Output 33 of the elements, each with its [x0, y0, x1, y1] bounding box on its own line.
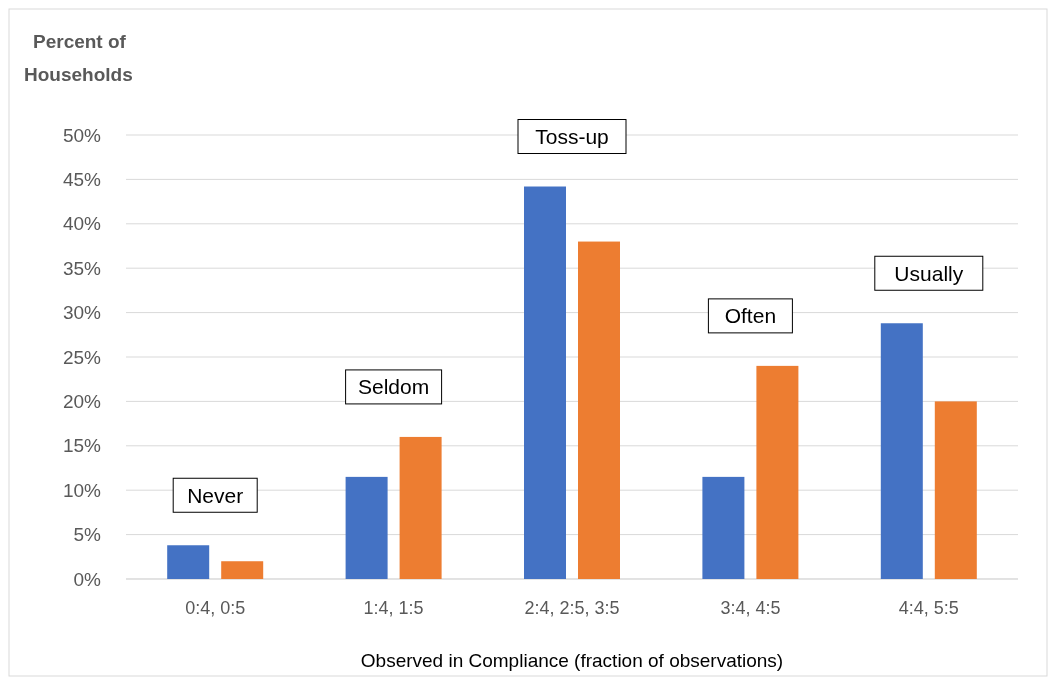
y-tick-label: 25% [62, 346, 102, 368]
x-axis-title: Observed in Compliance (fraction of observations) [360, 650, 784, 671]
y-tick-label: 30% [62, 302, 102, 324]
bar [399, 436, 442, 579]
y-tick-label: 35% [62, 257, 102, 279]
bar [934, 401, 977, 579]
y-tick-label: 5% [73, 524, 102, 546]
annotation: Usually [894, 261, 964, 285]
y-tick-label: 45% [62, 169, 102, 191]
x-tick-label: 4:4, 5:5 [898, 598, 959, 618]
y-tick-label: 0% [73, 568, 102, 590]
y-tick-label: 15% [62, 435, 102, 457]
bar [167, 545, 210, 579]
bar [524, 186, 566, 579]
bar [756, 365, 799, 579]
bar [578, 241, 620, 579]
y-axis-title: Percent of Households [24, 31, 133, 85]
bar [880, 323, 923, 579]
x-tick-label: 3:4, 4:5 [720, 598, 781, 618]
x-tick-label: 2:4, 2:5, 3:5 [524, 598, 620, 618]
annotation: Toss-up [535, 124, 609, 148]
y-tick-label: 10% [62, 479, 102, 501]
annotation: Often [724, 304, 777, 328]
bar [702, 476, 745, 579]
y-tick-label: 20% [62, 391, 102, 413]
annotation: Never [187, 483, 244, 507]
y-tick-label: 50% [62, 124, 102, 146]
x-tick-label: 1:4, 1:5 [363, 598, 424, 618]
y-tick-label: 40% [62, 213, 102, 235]
bar [221, 561, 264, 579]
x-tick-label: 0:4, 0:5 [185, 598, 246, 618]
annotation: Seldom [358, 375, 430, 399]
bar [345, 476, 388, 579]
